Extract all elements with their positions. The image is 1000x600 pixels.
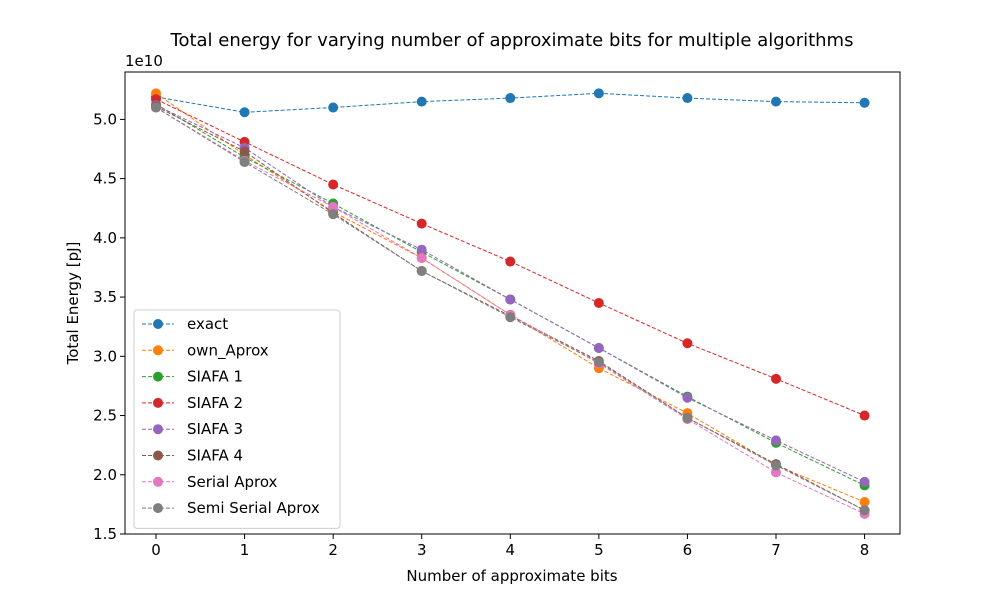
data-point bbox=[328, 179, 339, 190]
data-point bbox=[505, 294, 516, 305]
legend-item: SIAFA 4 bbox=[142, 447, 243, 465]
data-point bbox=[505, 93, 516, 104]
y-axis-multiplier: 1e10 bbox=[125, 52, 163, 70]
legend-item: SIAFA 2 bbox=[142, 394, 243, 412]
y-tick-label: 3.0 bbox=[93, 347, 117, 365]
y-tick-label: 4.0 bbox=[93, 229, 117, 247]
legend-label: Semi Serial Aprox bbox=[187, 499, 320, 517]
data-point bbox=[151, 102, 161, 113]
data-point bbox=[416, 266, 427, 277]
y-tick-label: 1.5 bbox=[93, 525, 117, 543]
legend-label: SIAFA 3 bbox=[187, 420, 243, 438]
legend-item: exact bbox=[142, 315, 228, 333]
data-point bbox=[593, 343, 604, 354]
data-point bbox=[771, 460, 781, 471]
chart-title: Total energy for varying number of appro… bbox=[170, 30, 854, 51]
y-tick-label: 4.5 bbox=[93, 170, 117, 188]
y-tick-label: 2.0 bbox=[93, 466, 117, 484]
series-siafa-2 bbox=[151, 94, 870, 421]
x-tick-label: 4 bbox=[506, 541, 516, 559]
legend-marker bbox=[153, 345, 163, 356]
data-point bbox=[239, 157, 250, 168]
series-semi-serial-aprox bbox=[151, 102, 870, 516]
series-line bbox=[155, 98, 865, 416]
x-axis: 0 1 2 3 4 5 6 7 8 bbox=[151, 534, 869, 559]
legend-marker bbox=[153, 319, 163, 329]
data-point bbox=[682, 338, 693, 349]
legend-item: own_Aprox bbox=[142, 341, 269, 360]
x-tick-label: 8 bbox=[860, 541, 870, 559]
legend-item: Serial Aprox bbox=[142, 473, 278, 491]
legend-label: Serial Aprox bbox=[187, 473, 278, 491]
series-exact bbox=[151, 88, 870, 118]
data-point bbox=[328, 102, 339, 113]
legend-label: SIAFA 2 bbox=[187, 394, 243, 412]
x-tick-label: 7 bbox=[771, 541, 781, 559]
data-point bbox=[328, 209, 339, 220]
series-line bbox=[155, 105, 865, 511]
x-tick-label: 0 bbox=[151, 541, 161, 559]
data-point bbox=[682, 392, 693, 403]
y-tick-label: 3.5 bbox=[93, 288, 117, 306]
data-point bbox=[416, 96, 427, 107]
data-point bbox=[771, 96, 781, 107]
data-point bbox=[771, 373, 781, 384]
x-tick-label: 6 bbox=[683, 541, 693, 559]
data-point bbox=[682, 412, 693, 423]
x-axis-label: Number of approximate bits bbox=[406, 567, 617, 585]
data-point bbox=[505, 312, 516, 323]
legend-marker bbox=[153, 503, 163, 514]
legend-marker bbox=[153, 371, 163, 382]
legend-box bbox=[133, 309, 341, 529]
data-point bbox=[859, 476, 870, 487]
legend-item: SIAFA 1 bbox=[142, 368, 243, 386]
data-point bbox=[682, 93, 693, 104]
data-point bbox=[328, 202, 339, 213]
data-point bbox=[593, 88, 604, 99]
legend-marker bbox=[153, 476, 163, 487]
series-layer bbox=[151, 88, 870, 519]
legend: exact own_Aprox SIAFA 1 SIAFA 2 SIAFA 3 SIAFA… bbox=[133, 309, 341, 529]
legend-item: SIAFA 3 bbox=[142, 420, 243, 438]
data-point bbox=[593, 357, 604, 368]
plot-area bbox=[124, 71, 901, 535]
y-tick-label: 2.5 bbox=[93, 407, 117, 425]
data-point bbox=[859, 97, 870, 108]
data-point bbox=[593, 298, 604, 308]
legend-label: own_Aprox bbox=[187, 341, 269, 360]
data-point bbox=[859, 505, 870, 516]
legend-label: SIAFA 4 bbox=[187, 447, 243, 465]
data-point bbox=[771, 435, 781, 446]
y-axis: 1.5 2.0 2.5 3.0 3.5 4.0 4.5 5.0 bbox=[93, 110, 125, 543]
data-point bbox=[239, 146, 250, 157]
legend-marker bbox=[153, 397, 163, 408]
data-point bbox=[416, 252, 427, 263]
x-tick-label: 5 bbox=[594, 541, 604, 559]
data-point bbox=[859, 410, 870, 421]
legend-label: exact bbox=[187, 315, 228, 333]
data-point bbox=[505, 256, 516, 267]
legend-marker bbox=[153, 424, 163, 435]
data-point bbox=[239, 107, 250, 118]
legend-marker bbox=[153, 450, 163, 461]
x-tick-label: 1 bbox=[240, 541, 250, 559]
data-point bbox=[416, 244, 427, 255]
legend-item: Semi Serial Aprox bbox=[142, 499, 320, 517]
x-tick-label: 3 bbox=[417, 541, 427, 559]
y-tick-label: 5.0 bbox=[93, 110, 117, 128]
data-point bbox=[859, 497, 870, 508]
data-point bbox=[416, 218, 427, 229]
data-point bbox=[771, 467, 781, 478]
y-axis-label: Total Energy [pJ] bbox=[64, 242, 82, 366]
x-tick-label: 2 bbox=[328, 541, 338, 559]
legend-label: SIAFA 1 bbox=[187, 368, 243, 386]
